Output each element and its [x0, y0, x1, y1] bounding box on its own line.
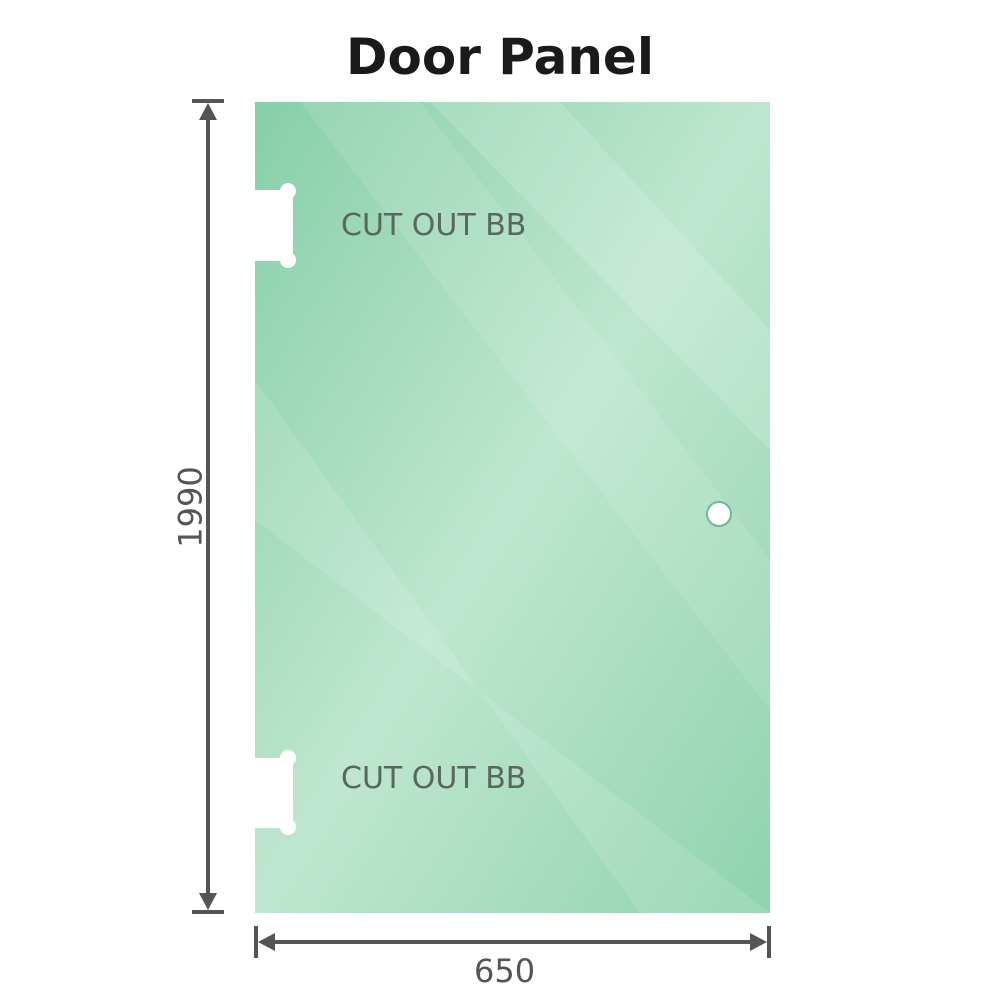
- cutout-top: [250, 183, 296, 268]
- glass-reflection: [430, 102, 770, 450]
- height-dimension-label: 1990: [171, 466, 210, 548]
- height-dimension-line: [192, 99, 224, 914]
- glass-reflection: [300, 102, 770, 710]
- cutout-bottom: [250, 750, 296, 835]
- glass-panel: [255, 102, 770, 913]
- width-dimension-line: [254, 926, 771, 958]
- page-title: Door Panel: [346, 28, 654, 86]
- cutout-label-bottom: CUT OUT BB: [341, 761, 527, 796]
- handle-hole: [706, 501, 732, 527]
- width-dimension-label: 650: [474, 952, 536, 990]
- cutout-label-top: CUT OUT BB: [341, 208, 527, 243]
